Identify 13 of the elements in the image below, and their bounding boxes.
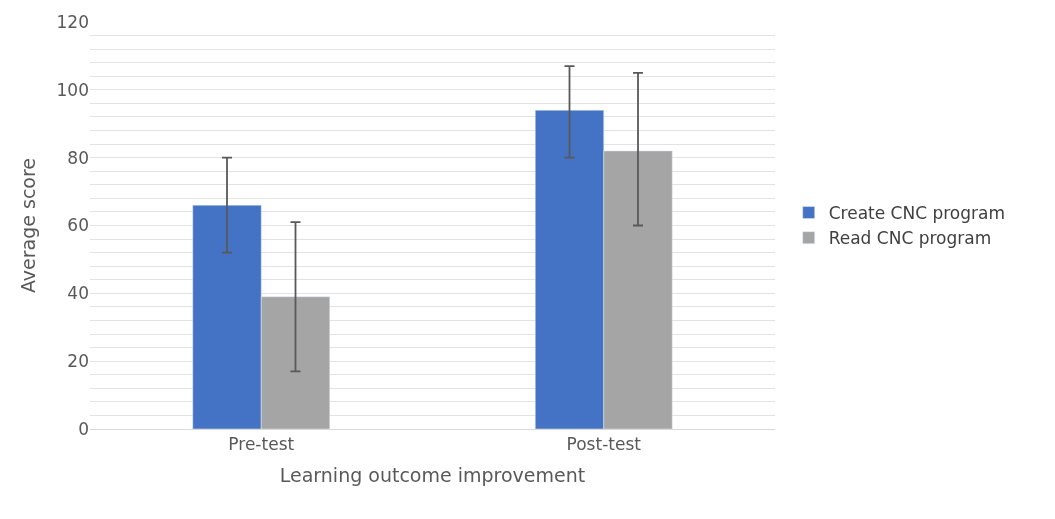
y-tick-label: 80 [67, 147, 89, 168]
x-axis-title: Learning outcome improvement [279, 464, 586, 487]
legend-label: Create CNC program [828, 203, 1006, 224]
y-tick-label: 40 [67, 283, 89, 304]
y-tick-label: 60 [67, 215, 89, 236]
y-tick-label: 20 [67, 351, 89, 372]
x-tick-label: Post-test [566, 434, 642, 455]
y-tick-label: 120 [56, 11, 89, 32]
y-tick-label: 0 [78, 418, 89, 439]
y-tick-label: 100 [56, 79, 89, 100]
x-tick-label: Pre-test [228, 434, 295, 455]
legend-label: Read CNC program [828, 228, 992, 249]
y-axis-title: Average score [17, 157, 40, 294]
